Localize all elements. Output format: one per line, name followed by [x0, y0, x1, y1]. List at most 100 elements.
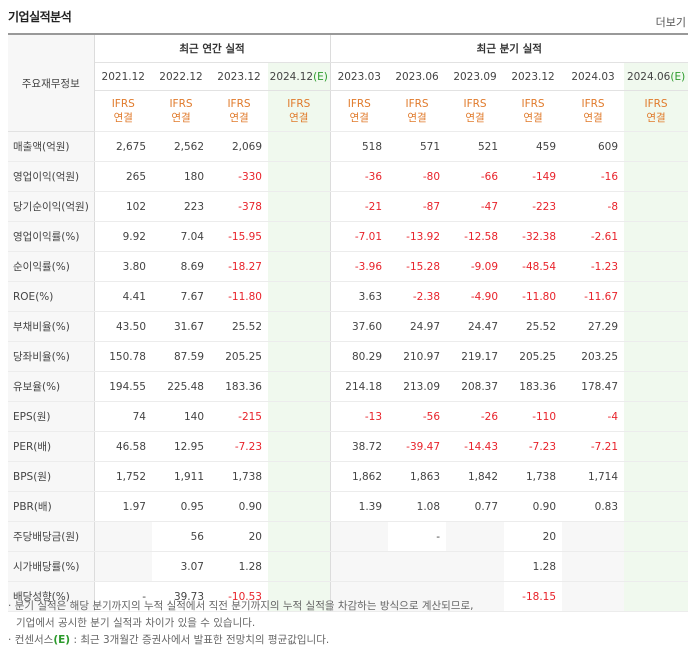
value-cell	[329, 581, 389, 612]
value-cell: -80	[388, 161, 447, 192]
value-cell	[268, 131, 331, 162]
value-cell: 0.90	[504, 491, 563, 522]
value-cell: 1.08	[388, 491, 447, 522]
value-cell: -87	[388, 191, 447, 222]
row-label: 부채비율(%)	[8, 311, 95, 342]
value-cell: 180	[152, 161, 210, 192]
value-cell: 3.07	[152, 551, 210, 582]
value-cell	[562, 581, 625, 612]
table-row: 유보율(%) 194.55 225.48 183.36 214.18 213.09 208.…	[8, 371, 689, 402]
value-cell: -11.67	[562, 281, 625, 312]
period-header: 2023.03	[329, 62, 389, 91]
value-cell	[624, 461, 689, 492]
value-cell: 12.95	[152, 431, 210, 462]
value-cell: 183.36	[504, 371, 563, 402]
value-cell	[446, 581, 505, 612]
value-cell: 1,911	[152, 461, 210, 492]
ifrs-label: IFRS 연결	[504, 90, 563, 132]
value-cell	[446, 551, 505, 582]
value-cell: 1,842	[446, 461, 505, 492]
table-row: EPS(원) 74 140 -215 -13 -56 -26 -110 -4	[8, 401, 689, 432]
ifrs-label: IFRS 연결	[562, 90, 625, 132]
section-title: 기업실적분석	[8, 10, 72, 24]
value-cell: -36	[329, 161, 389, 192]
value-cell: 178.47	[562, 371, 625, 402]
value-cell: -1.23	[562, 251, 625, 282]
value-cell: 20	[504, 521, 563, 552]
value-cell: 3.80	[94, 251, 152, 282]
value-cell	[624, 221, 689, 252]
value-cell: -7.21	[562, 431, 625, 462]
period-header: 2023.06	[388, 62, 447, 91]
value-cell: 1,862	[329, 461, 389, 492]
annual-header: 최근 연간 실적	[94, 34, 331, 63]
more-link[interactable]: 더보기	[655, 16, 686, 29]
value-cell: 8.69	[152, 251, 210, 282]
ifrs-label: IFRS 연결	[624, 90, 689, 132]
value-cell: -66	[446, 161, 505, 192]
period-header: 2024.12(E)	[268, 62, 331, 91]
value-cell: 7.67	[152, 281, 210, 312]
value-cell: 219.17	[446, 341, 505, 372]
table-row: 시가배당률(%) 3.07 1.28 1.28	[8, 551, 689, 582]
value-cell	[268, 461, 331, 492]
value-cell: 1,738	[504, 461, 563, 492]
table-row: BPS(원) 1,752 1,911 1,738 1,862 1,863 1,842 1,73…	[8, 461, 689, 492]
row-label: ROE(%)	[8, 281, 95, 312]
note-line-3: · 컨센서스(E) : 최근 3개월간 증권사에서 발표한 전망치의 평균값입니…	[8, 634, 330, 646]
value-cell: 2,069	[210, 131, 268, 162]
row-label: PER(배)	[8, 431, 95, 462]
row-label: BPS(원)	[8, 461, 95, 492]
value-cell: 0.83	[562, 491, 625, 522]
estimate-mark: (E)	[313, 70, 328, 83]
footnotes: · 분기 실적은 해당 분기까지의 누적 실적에서 직전 분기까지의 누적 실적…	[8, 598, 473, 649]
period-header: 2023.09	[446, 62, 505, 91]
value-cell: -2.38	[388, 281, 447, 312]
value-cell: 3.63	[329, 281, 389, 312]
value-cell: -149	[504, 161, 563, 192]
row-label: 유보율(%)	[8, 371, 95, 402]
value-cell: 25.52	[210, 311, 268, 342]
value-cell: -10.53	[210, 581, 268, 612]
row-label-header: 주요재무정보	[8, 34, 95, 132]
table-row: 영업이익률(%) 9.92 7.04 -15.95 -7.01 -13.92 -12.58-…	[8, 221, 689, 252]
value-cell: 1.28	[210, 551, 268, 582]
value-cell	[268, 221, 331, 252]
ifrs-label: IFRS 연결	[152, 90, 210, 132]
value-cell: 208.37	[446, 371, 505, 402]
value-cell: -7.23	[210, 431, 268, 462]
value-cell	[268, 251, 331, 282]
value-cell: 194.55	[94, 371, 152, 402]
value-cell: -11.80	[504, 281, 563, 312]
value-cell: 1,738	[210, 461, 268, 492]
value-cell: 39.73	[152, 581, 210, 612]
value-cell: -7.01	[329, 221, 389, 252]
value-cell	[562, 521, 625, 552]
value-cell: -13	[329, 401, 389, 432]
value-cell	[268, 581, 331, 612]
table-row: ROE(%) 4.41 7.67 -11.80 3.63 -2.38 -4.90 -11.80…	[8, 281, 689, 312]
row-label: 시가배당률(%)	[8, 551, 95, 582]
table-row: 당좌비율(%) 150.78 87.59 205.25 80.29 210.97 219.1…	[8, 341, 689, 372]
period-header: 2024.06(E)	[624, 62, 689, 91]
note-line-2: 기업에서 공시한 분기 실적과 차이가 있을 수 있습니다.	[16, 617, 256, 629]
value-cell: 20	[210, 521, 268, 552]
note-line-1: · 분기 실적은 해당 분기까지의 누적 실적에서 직전 분기까지의 누적 실적…	[8, 600, 474, 612]
value-cell: 1.97	[94, 491, 152, 522]
value-cell: 4.41	[94, 281, 152, 312]
value-cell: 183.36	[210, 371, 268, 402]
ifrs-label: IFRS 연결	[329, 90, 389, 132]
value-cell: 56	[152, 521, 210, 552]
value-cell: 1,863	[388, 461, 447, 492]
value-cell: -26	[446, 401, 505, 432]
value-cell: 2,675	[94, 131, 152, 162]
ifrs-label: IFRS 연결	[388, 90, 447, 132]
row-label: PBR(배)	[8, 491, 95, 522]
ifrs-label: IFRS 연결	[446, 90, 505, 132]
value-cell	[624, 281, 689, 312]
table-row: 부채비율(%) 43.50 31.67 25.52 37.60 24.97 24.47 25.…	[8, 311, 689, 342]
value-cell: -	[388, 521, 447, 552]
value-cell	[329, 551, 389, 582]
value-cell: -	[94, 581, 152, 612]
table-row: 주당배당금(원) 56 20-20	[8, 521, 689, 552]
